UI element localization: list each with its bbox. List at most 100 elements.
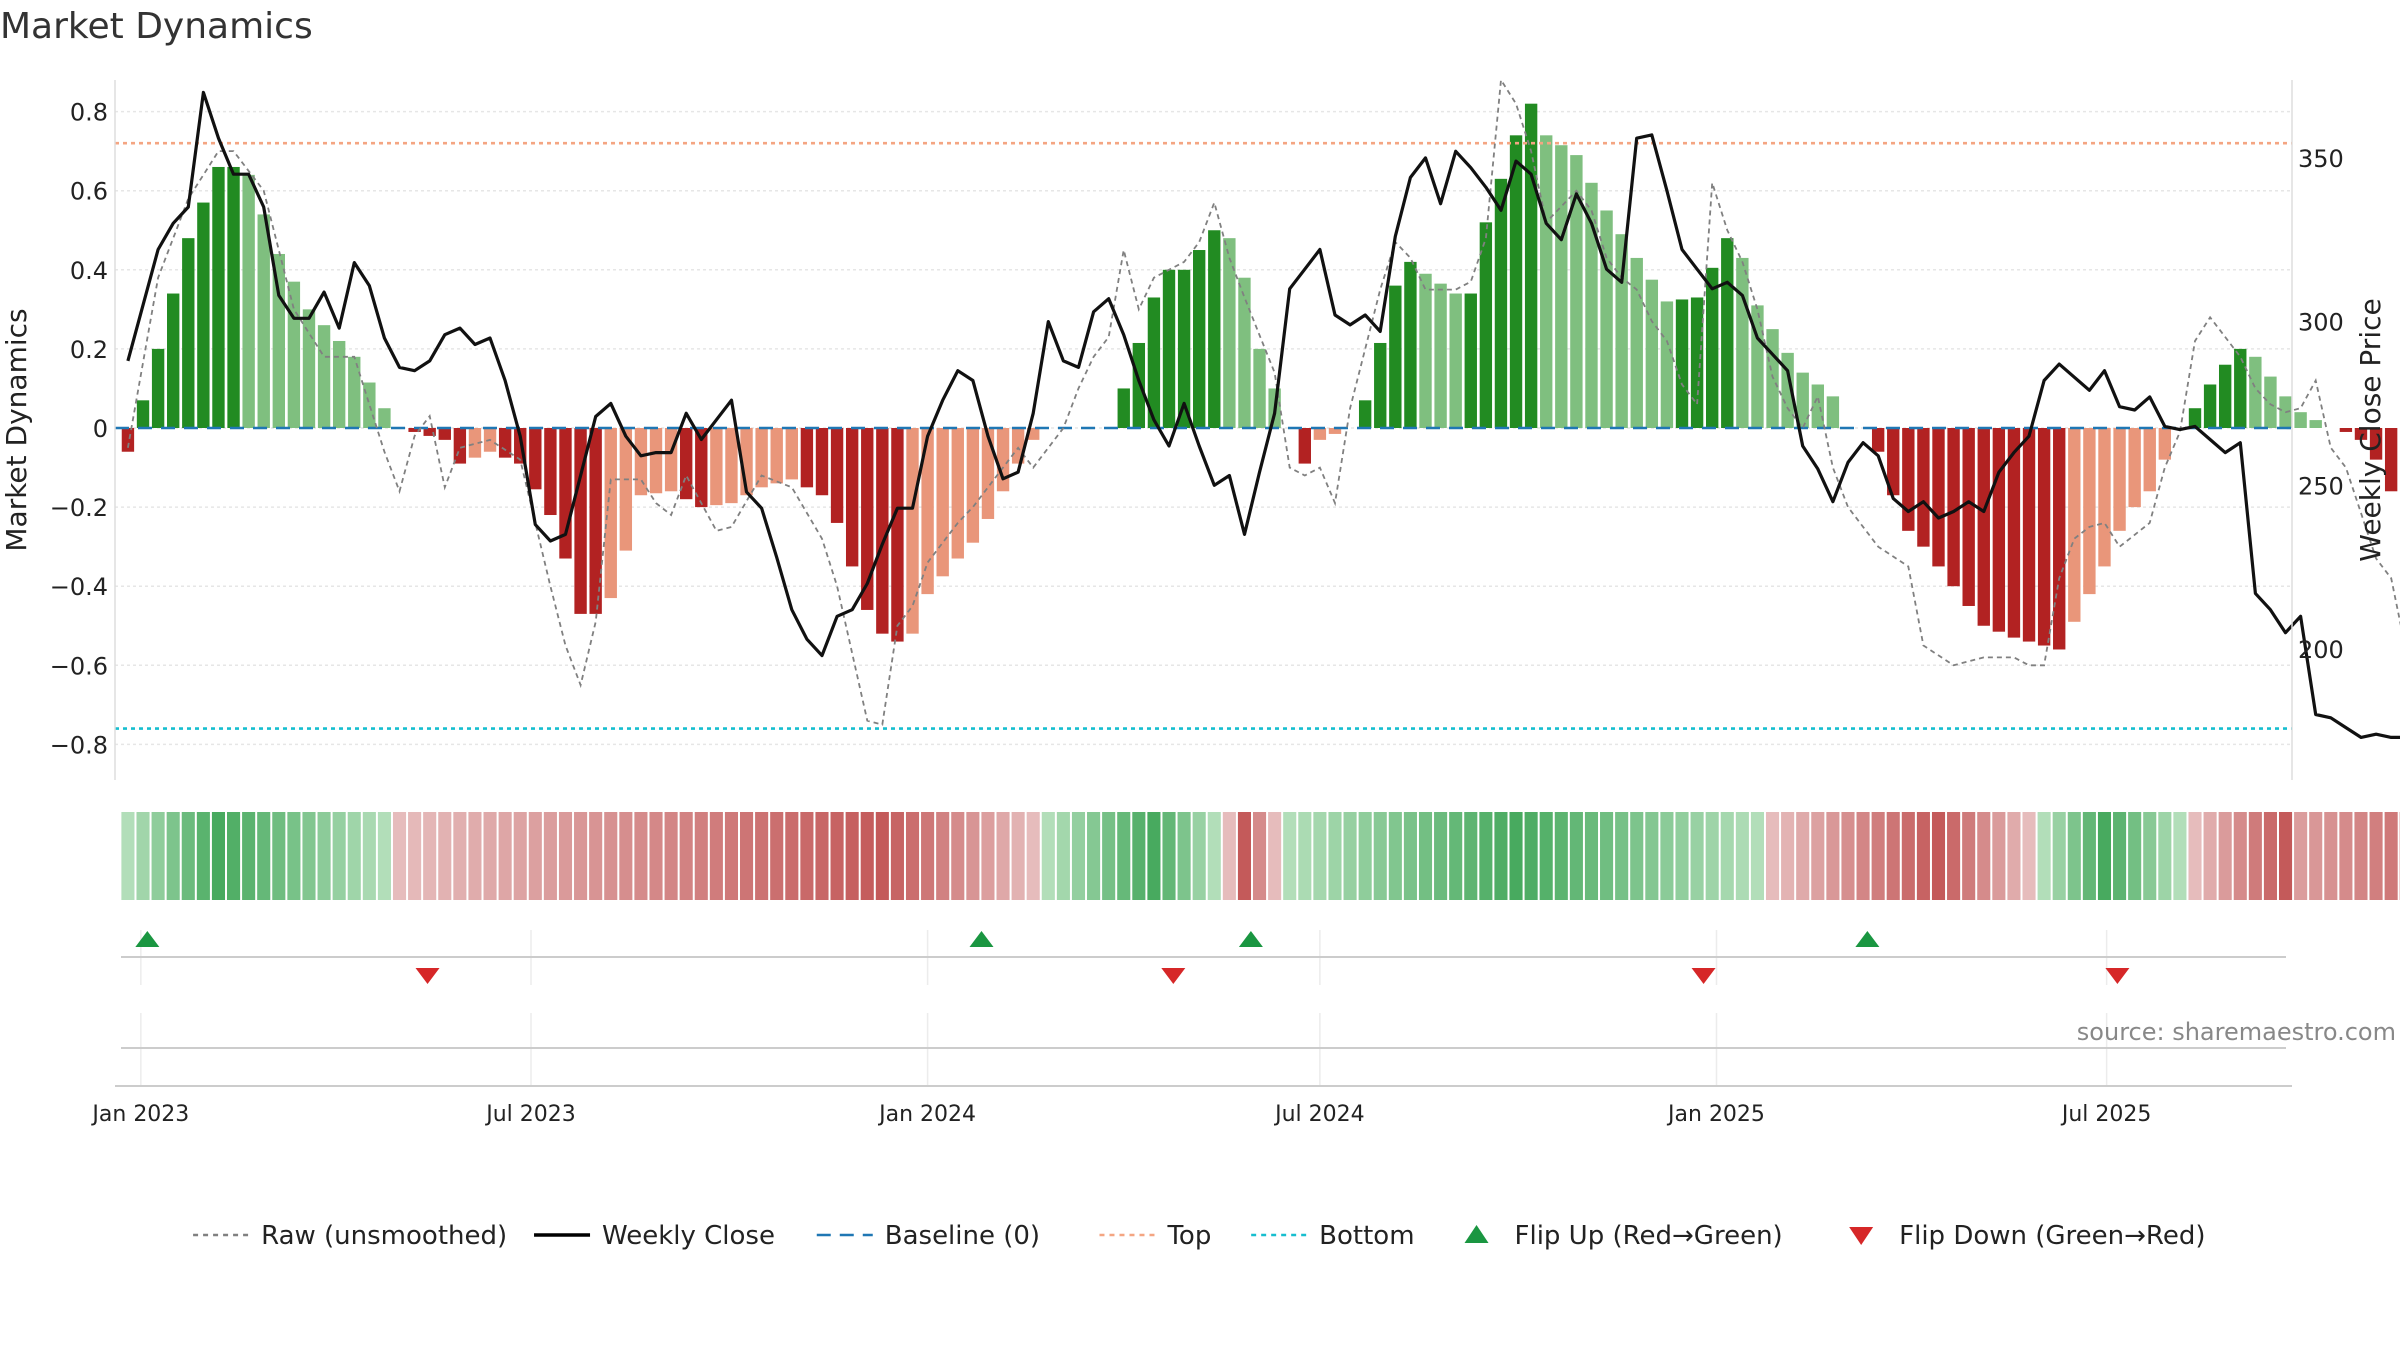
y-tick-label-left: 0.6 [70,178,108,206]
dynamics-bar [1253,348,1266,428]
regime-cell [1418,812,1433,900]
dynamics-bar [1630,257,1643,428]
regime-cell [468,812,482,900]
regime-cell [1962,812,1976,900]
regime-cell [181,812,195,900]
regime-cell [1886,812,1900,900]
regime-cell [1690,812,1704,900]
regime-cell [2007,812,2021,900]
dynamics-bar [1585,182,1598,428]
dynamics-bar [1751,305,1764,428]
regime-cell [1796,812,1810,900]
source-note: source: sharemaestro.com [2077,1018,2396,1046]
dynamics-bar [936,428,949,577]
regime-cell [272,812,286,900]
regime-cell [1011,812,1025,900]
regime-cell [1916,812,1930,900]
regime-cell [800,812,814,900]
dynamics-bar [1464,293,1477,428]
dynamics-bar [1132,342,1146,428]
legend-item: Top [1099,1221,1211,1251]
dynamics-bar [1223,238,1236,428]
dynamics-bar [1449,293,1462,428]
dynamics-bar [317,325,331,428]
regime-cell [1479,812,1493,900]
regime-cell [287,812,301,900]
dynamics-bar [121,428,135,452]
regime-cell [438,812,452,900]
regime-cell [392,812,407,900]
regime-cell [664,812,678,900]
dynamics-bar [1962,428,1975,606]
regime-cell [377,812,391,900]
dynamics-bar [2098,428,2111,567]
dynamics-bar [559,428,572,559]
regime-cell [890,812,904,900]
regime-cell [1781,812,1795,900]
dynamics-bar [167,293,180,428]
dynamics-bar [785,428,798,480]
dynamics-bar [2264,376,2277,428]
regime-cell [302,812,316,900]
y-tick-label-right: 350 [2298,145,2344,173]
legend-swatch [1464,1225,1489,1243]
regime-cell [905,812,920,900]
dynamics-bar [1374,342,1387,428]
y-tick-label-left: 0.8 [70,99,108,127]
close-line [126,90,2400,739]
regime-cell [2037,812,2051,900]
dynamics-bar [1570,155,1583,428]
dynamics-bar [2083,428,2096,595]
dynamics-bar [876,428,889,634]
dynamics-bar [951,428,964,559]
regime-cell [513,812,527,900]
regime-cell [423,812,437,900]
x-tick-label: Jan 2025 [1666,1102,1765,1127]
regime-cell [151,812,165,900]
dynamics-bar [891,428,904,642]
dynamics-bar [1509,135,1523,428]
dynamics-bar [529,428,542,490]
regime-cell [2384,812,2398,900]
dynamics-bar [1871,428,1885,452]
regime-cell [1841,812,1855,900]
dynamics-bar [1177,269,1191,428]
regime-cell [1087,812,1101,900]
y-tick-label-left: 0 [93,415,108,443]
regime-cell [1901,812,1915,900]
regime-cell [1117,812,1131,900]
dynamics-bar [1328,428,1342,434]
regime-cell [1675,812,1689,900]
x-tick-label: Jul 2024 [1273,1102,1365,1127]
dynamics-bar [1494,178,1508,428]
legend-label: Flip Up (Red→Green) [1515,1221,1783,1251]
dynamics-bar [1117,388,1130,428]
dynamics-bar [619,428,633,551]
regime-cell [1569,812,1583,900]
dynamics-bar [966,428,980,543]
dynamics-bar [1027,428,1040,440]
regime-cell [1373,812,1387,900]
dynamics-bar [1434,283,1447,428]
regime-cell [1056,812,1070,900]
dynamics-bar [725,428,738,504]
regime-cell [2188,812,2202,900]
dynamics-bar [1690,297,1704,428]
dynamics-bar [1917,428,1930,547]
dynamics-bar [2309,420,2322,428]
regime-cell [257,812,271,900]
dynamics-bar [212,166,225,428]
regime-cell [875,812,889,900]
dynamics-bar [1238,277,1251,428]
y-axis-label-right: Weekly Close Price [2354,298,2387,561]
regime-cell [604,812,618,900]
regime-cell [1388,812,1402,900]
regime-cell [1162,812,1176,900]
y-tick-label-left: −0.2 [50,494,108,522]
dynamics-bar [2113,428,2126,531]
regime-cell [2097,812,2112,900]
dynamics-bar [815,428,829,496]
regime-cell [166,812,180,900]
dynamics-bar [197,202,210,428]
